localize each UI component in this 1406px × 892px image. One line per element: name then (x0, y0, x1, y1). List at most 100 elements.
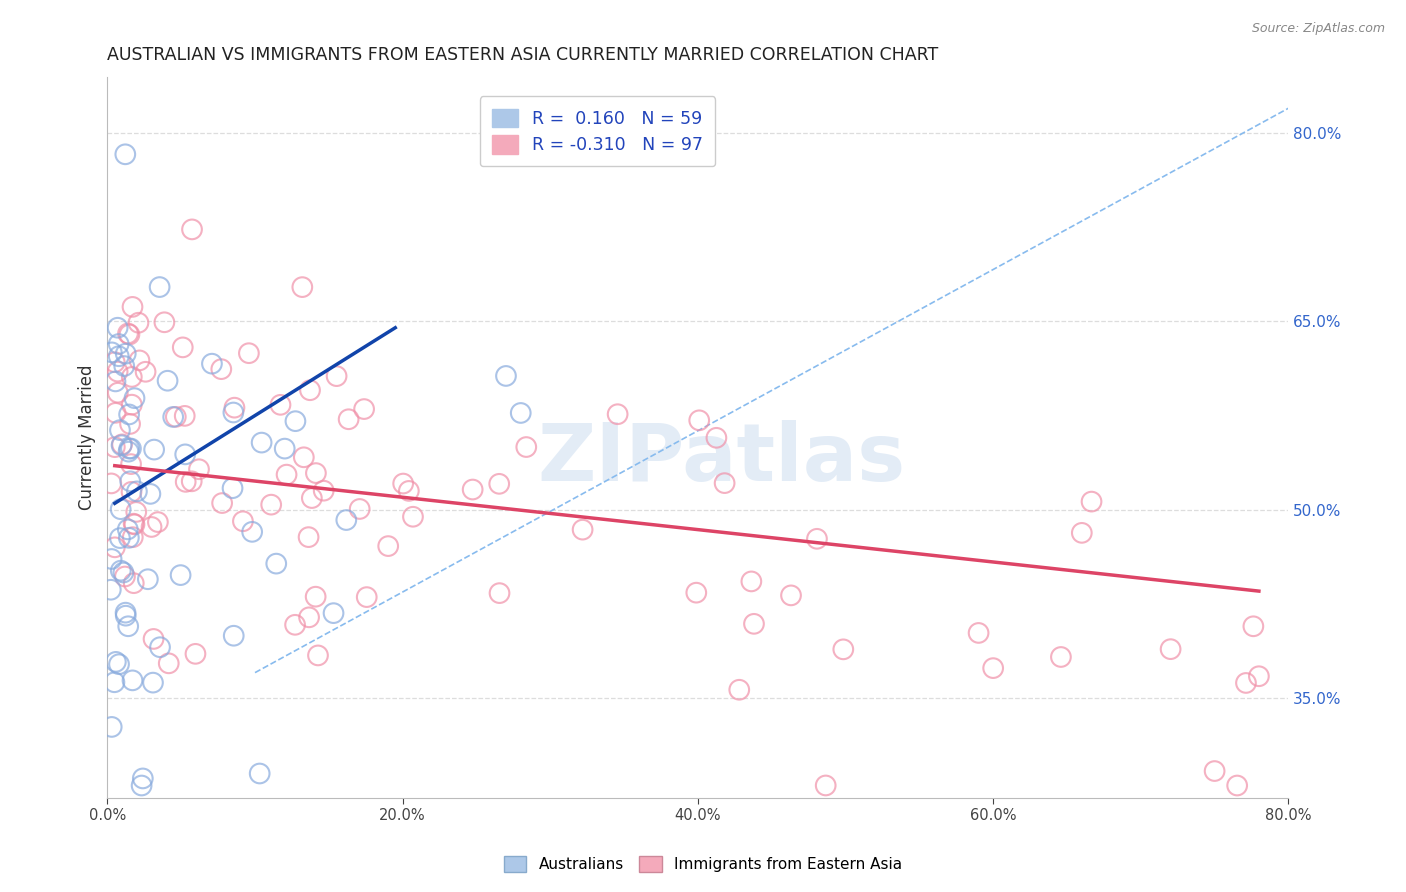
Point (104, 655, 127, 669)
Point (299, 383, 322, 397)
Point (121, 398, 143, 412)
Text: AUSTRALIAN VS IMMIGRANTS FROM EASTERN ASIA CURRENTLY MARRIED CORRELATION CHART: AUSTRALIAN VS IMMIGRANTS FROM EASTERN AS… (107, 46, 939, 64)
Point (111, 437, 134, 451)
Point (301, 491, 323, 505)
Text: Source: ZipAtlas.com: Source: ZipAtlas.com (1251, 22, 1385, 36)
Point (685, 585, 707, 599)
Point (110, 502, 132, 516)
Point (224, 401, 246, 415)
Point (1070, 525, 1092, 540)
Point (141, 520, 163, 534)
Point (100, 552, 122, 566)
Point (136, 572, 159, 586)
Point (305, 466, 328, 480)
Point (1160, 642, 1182, 657)
Point (122, 516, 145, 531)
Point (1234, 676, 1257, 690)
Point (276, 467, 298, 482)
Point (806, 532, 828, 546)
Point (107, 365, 129, 379)
Point (264, 557, 287, 571)
Point (149, 640, 172, 655)
Point (377, 539, 399, 553)
Point (1241, 619, 1264, 633)
Point (100, 582, 122, 597)
Point (100, 476, 122, 491)
Point (108, 531, 131, 545)
Point (1080, 494, 1102, 508)
Point (322, 606, 344, 620)
Point (118, 442, 141, 456)
Point (110, 564, 132, 578)
Point (110, 438, 132, 452)
Point (104, 440, 127, 454)
Point (139, 487, 162, 501)
Point (832, 642, 855, 657)
Point (114, 346, 136, 360)
Point (121, 673, 143, 688)
Point (107, 385, 129, 400)
Point (125, 484, 148, 499)
Legend: R =  0.160   N = 59, R = -0.310   N = 97: R = 0.160 N = 59, R = -0.310 N = 97 (479, 96, 716, 166)
Point (124, 391, 146, 405)
Point (118, 531, 141, 545)
Point (146, 515, 169, 529)
Point (312, 483, 335, 498)
Point (131, 779, 153, 793)
Point (273, 442, 295, 456)
Point (118, 408, 141, 422)
Point (211, 496, 233, 510)
Point (981, 661, 1004, 675)
Point (509, 406, 531, 420)
Point (104, 541, 127, 555)
Point (156, 374, 179, 388)
Point (162, 409, 184, 424)
Point (104, 375, 127, 389)
Point (706, 431, 728, 445)
Text: ZIPatlas: ZIPatlas (537, 420, 905, 498)
Point (488, 586, 510, 600)
Point (398, 483, 420, 498)
Point (121, 530, 143, 544)
Point (124, 517, 146, 532)
Point (120, 457, 142, 471)
Point (117, 522, 139, 536)
Point (120, 442, 142, 456)
Legend: Australians, Immigrants from Eastern Asia: Australians, Immigrants from Eastern Asi… (496, 848, 910, 880)
Point (107, 349, 129, 363)
Point (112, 359, 135, 373)
Point (104, 406, 127, 420)
Point (128, 353, 150, 368)
Y-axis label: Currently Married: Currently Married (79, 365, 96, 510)
Point (114, 569, 136, 583)
Point (117, 326, 139, 341)
Point (1247, 669, 1270, 683)
Point (222, 405, 245, 419)
Point (515, 440, 537, 454)
Point (173, 409, 195, 423)
Point (209, 362, 232, 376)
Point (180, 475, 202, 489)
Point (307, 648, 329, 663)
Point (240, 524, 263, 539)
Point (238, 346, 260, 360)
Point (108, 423, 131, 437)
Point (169, 568, 191, 582)
Point (780, 588, 803, 602)
Point (174, 447, 197, 461)
Point (269, 398, 291, 412)
Point (742, 616, 765, 631)
Point (495, 368, 517, 383)
Point (114, 606, 136, 620)
Point (188, 462, 211, 476)
Point (157, 657, 180, 671)
Point (132, 772, 155, 786)
Point (121, 484, 143, 499)
Point (107, 337, 129, 351)
Point (688, 413, 710, 427)
Point (740, 574, 762, 589)
Point (337, 412, 360, 426)
Point (118, 327, 141, 342)
Point (120, 475, 142, 489)
Point (101, 345, 124, 359)
